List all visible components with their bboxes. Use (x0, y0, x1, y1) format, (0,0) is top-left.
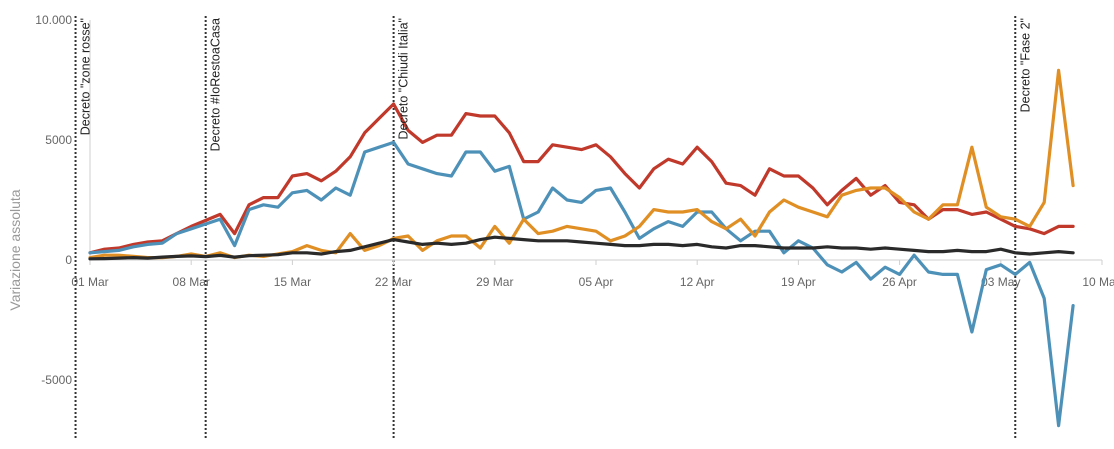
annotation-label: Decreto "Chiudi Italia" (397, 18, 411, 139)
x-tick-marks (89, 260, 1103, 265)
x-tick-label: 01 Mar (71, 275, 108, 289)
y-tick-label: 10.000 (35, 13, 72, 27)
annotation-label: Decreto "Fase 2" (1018, 18, 1032, 112)
x-tick-label: 08 Mar (173, 275, 210, 289)
annotation-label: Decreto #IoRestoaCasa (209, 18, 223, 151)
x-tick-label: 22 Mar (375, 275, 412, 289)
y-tick-label: 5000 (45, 133, 72, 147)
series-line (88, 102, 1075, 255)
annotation-label: Decreto "zone rosse" (79, 18, 93, 135)
series-lines (88, 68, 1075, 428)
x-tick-label: 15 Mar (274, 275, 311, 289)
series-line (88, 140, 1075, 428)
x-tick-label: 10 May (1082, 275, 1114, 289)
x-tick-label: 05 Apr (579, 275, 614, 289)
x-tick-label: 12 Apr (680, 275, 715, 289)
x-tick-label: 29 Mar (476, 275, 513, 289)
x-tick-label: 19 Apr (781, 275, 816, 289)
y-tick-labels: 10.000 5000 0 -5000 (35, 13, 72, 387)
series-line (88, 235, 1075, 261)
x-tick-label: 26 Apr (882, 275, 917, 289)
x-tick-labels: 01 Mar 08 Mar 15 Mar 22 Mar 29 Mar 05 Apr 12 A… (71, 275, 1114, 289)
y-tick-label: -5000 (41, 373, 72, 387)
x-tick-label: 03 May (981, 275, 1020, 289)
annotation-labels: Decreto "zone rosse" Decreto #IoRestoaCas… (79, 18, 1033, 151)
y-axis-label: Variazione assoluta (7, 189, 23, 310)
y-tick-label: 0 (65, 253, 72, 267)
